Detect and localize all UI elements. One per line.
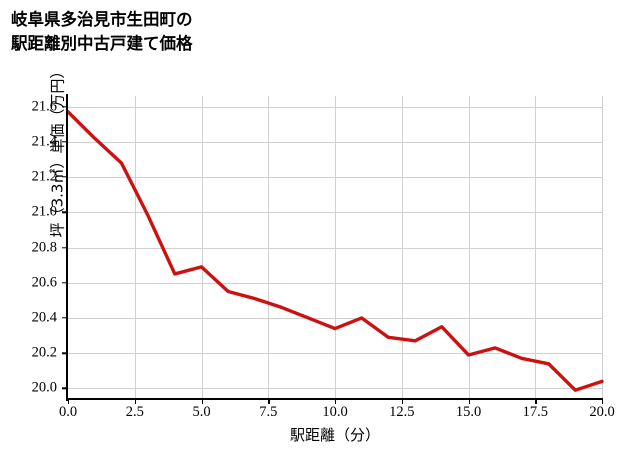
x-tick-label: 5.0 [192, 404, 211, 420]
x-tick-label: 12.5 [389, 404, 415, 420]
y-tick-label: 21.6 [31, 98, 57, 115]
y-tick-label: 20.6 [31, 274, 57, 291]
y-axis-spine [66, 94, 69, 401]
y-tick-mark [62, 141, 66, 143]
x-tick-label: 10.0 [322, 404, 348, 420]
gridline-vertical [468, 96, 470, 399]
y-tick-mark [62, 352, 66, 354]
y-tick-label: 20.2 [31, 344, 57, 361]
y-tick-mark [62, 317, 66, 319]
x-tick-mark [68, 400, 70, 404]
x-tick-mark [401, 400, 404, 404]
y-tick-mark [62, 282, 66, 284]
y-tick-label: 21.4 [31, 133, 57, 150]
x-tick-label: 20.0 [589, 404, 615, 420]
gridline-vertical [134, 96, 136, 399]
y-axis-label: 坪（3.3㎡）単価（万円） [48, 63, 67, 238]
y-tick-mark [62, 105, 66, 108]
x-tick-label: 15.0 [455, 404, 482, 420]
x-tick-mark [201, 400, 203, 404]
plot-area [66, 96, 604, 399]
y-tick-label: 20.0 [31, 379, 57, 396]
x-axis-label: 駅距離（分） [289, 426, 380, 444]
gridline-vertical [535, 96, 537, 399]
x-tick-mark [468, 400, 470, 404]
x-tick-mark [602, 400, 604, 404]
gridline-vertical [602, 96, 603, 399]
gridline-vertical [201, 96, 203, 399]
x-tick-label: 2.5 [125, 404, 144, 420]
y-tick-label: 21.2 [31, 168, 57, 185]
gridline-vertical [401, 96, 403, 399]
gridline-vertical [268, 96, 270, 399]
line-series [66, 110, 604, 392]
x-tick-label: 7.5 [259, 404, 278, 420]
gridline-vertical [335, 96, 336, 399]
x-tick-mark [268, 400, 270, 404]
x-tick-mark [335, 400, 337, 404]
y-tick-label: 20.8 [31, 239, 57, 255]
y-tick-label: 21.0 [31, 203, 57, 220]
y-tick-mark [62, 387, 66, 390]
x-tick-mark [134, 400, 137, 404]
page-title: 岐阜県多治見市生田町の 駅距離別中古戸建て価格 [11, 10, 193, 53]
y-tick-label: 20.4 [31, 309, 57, 326]
y-tick-mark [62, 246, 66, 249]
y-tick-mark [62, 176, 66, 178]
x-tick-mark [535, 400, 537, 404]
x-axis-spine [66, 398, 603, 401]
y-tick-mark [62, 211, 66, 213]
series-line [66, 110, 604, 392]
x-tick-label: 17.5 [522, 404, 548, 420]
x-tick-label: 0.0 [58, 404, 78, 420]
